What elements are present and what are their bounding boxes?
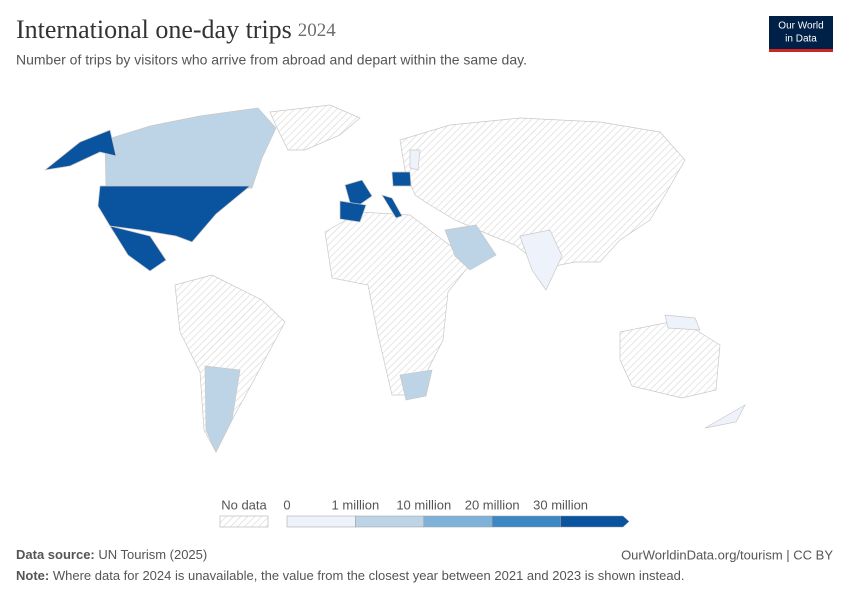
country	[519, 229, 563, 291]
source: Data source: UN Tourism (2025)	[16, 547, 207, 562]
legend-swatch	[491, 515, 561, 528]
country	[619, 319, 721, 399]
legend-label: 20 million	[465, 497, 520, 512]
country	[391, 171, 412, 187]
source-label: Data source:	[16, 547, 95, 562]
legend-swatch	[423, 515, 493, 528]
legend: No data 0 1 million 10 million 20 million 30…	[219, 497, 630, 528]
country	[43, 129, 117, 171]
note: Note: Where data for 2024 is unavailable…	[16, 568, 684, 583]
legend-label: 10 million	[396, 497, 451, 512]
legend-label: No data	[221, 497, 267, 512]
legend-swatch	[355, 515, 425, 528]
country	[664, 314, 701, 331]
legend-swatch	[219, 515, 269, 528]
title: International one-day trips 2024	[16, 15, 336, 44]
country	[399, 369, 433, 401]
country	[409, 149, 421, 171]
legend-label: 30 million	[533, 497, 588, 512]
logo-bar	[769, 49, 833, 52]
country	[174, 274, 286, 453]
country	[109, 225, 167, 272]
country	[97, 185, 251, 243]
legend-swatch	[560, 515, 630, 528]
legend-swatch	[286, 515, 356, 528]
logo: Our World in Data	[769, 16, 833, 52]
note-label: Note:	[16, 568, 49, 583]
country	[324, 211, 473, 396]
legend-label: 1 million	[332, 497, 380, 512]
country	[444, 224, 497, 271]
source-text: UN Tourism (2025)	[98, 547, 207, 562]
country	[704, 404, 746, 429]
url: OurWorldinData.org/tourism | CC BY	[621, 547, 833, 562]
country	[339, 200, 367, 223]
title-text: International one-day trips	[16, 15, 292, 44]
logo-box	[769, 16, 833, 49]
country	[269, 104, 361, 151]
legend-label: 0	[283, 497, 290, 512]
country	[104, 107, 277, 191]
country	[204, 365, 241, 453]
title-year: 2024	[298, 20, 337, 41]
logo-text: Our World	[778, 21, 823, 32]
note-text: Where data for 2024 is unavailable, the …	[53, 568, 685, 583]
world-map	[43, 104, 746, 453]
country	[381, 194, 403, 219]
subtitle: Number of trips by visitors who arrive f…	[16, 52, 527, 68]
country	[399, 117, 686, 269]
logo-text: in Data	[785, 34, 817, 45]
